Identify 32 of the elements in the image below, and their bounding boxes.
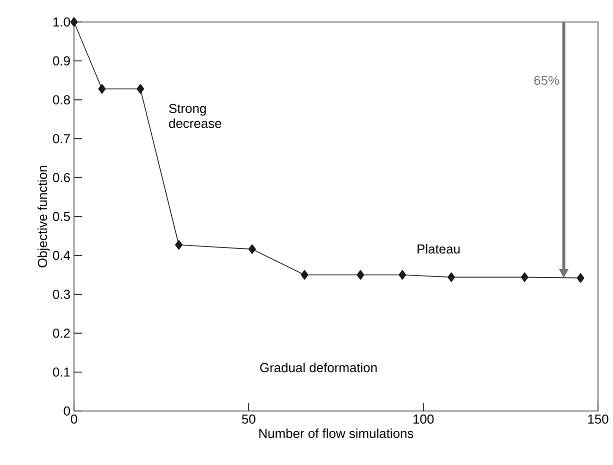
y-tick-label: 0.2 [52, 328, 70, 338]
y-tick-label: 0.9 [52, 56, 70, 66]
point [300, 270, 308, 280]
y-tick-label: 0.1 [52, 368, 70, 377]
point [398, 270, 406, 280]
x-tick-label: 0 [70, 414, 78, 424]
y-axis-title: Objective function [38, 166, 50, 268]
y-tick-label: 1.0 [53, 17, 70, 27]
point [98, 84, 106, 94]
point [356, 270, 364, 280]
annotation: Plateau [418, 244, 460, 254]
annotation: 65% [534, 76, 560, 85]
annotation: Gradual deformation [260, 362, 377, 372]
point [175, 240, 183, 250]
y-tick-label: 0.3 [52, 290, 70, 299]
y-tick-label: 0.6 [52, 173, 70, 182]
x-tick-label: 100 [414, 414, 434, 424]
point [448, 272, 456, 282]
point [248, 244, 256, 254]
y-tick-label: 0.4 [52, 250, 70, 260]
y-tick-label: 0.5 [52, 212, 70, 222]
point [136, 84, 144, 94]
y-tick-label: 0.8 [52, 95, 70, 104]
point [520, 272, 528, 282]
x-tick-label: 150 [588, 414, 608, 424]
annotation: Strong decrease [169, 104, 222, 128]
point [70, 17, 78, 27]
x-axis-title: Number of flow simulations [259, 428, 414, 438]
point [576, 273, 584, 283]
x-tick-label: 50 [242, 414, 256, 424]
y-tick-label: 0.7 [52, 134, 70, 144]
y-tick-label: 0 [64, 406, 70, 416]
